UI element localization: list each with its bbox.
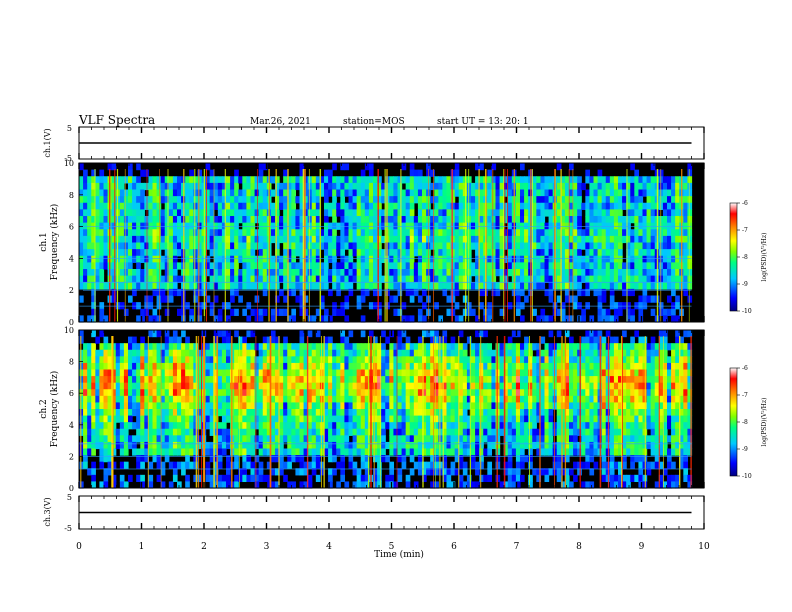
- ch2-spectrogram-image: [79, 330, 704, 489]
- x-tick-label: 6: [451, 542, 457, 552]
- colorbar-tick-label: -10: [742, 473, 752, 480]
- ch1-spectrogram-ylabel: Frequency (kHz): [49, 204, 60, 281]
- spectrogram-ytick-label: 6: [69, 223, 74, 232]
- colorbar-tick-label: -7: [742, 227, 748, 234]
- x-tick-label: 0: [76, 542, 82, 552]
- ch2-spectrogram-ylabel: Frequency (kHz): [49, 371, 60, 448]
- spectrogram-ytick-label: 4: [69, 421, 74, 430]
- spectrogram-ytick-label: 2: [69, 286, 74, 295]
- spectrogram-ytick-label: 2: [69, 452, 74, 461]
- spectrogram-ytick-label: 0: [69, 318, 74, 327]
- ch1-spectrogram-image: [79, 163, 704, 323]
- x-tick-label: 1: [139, 542, 145, 552]
- ch1-ytick-top: 5: [67, 124, 72, 133]
- ch1-colorbar-gradient: [729, 202, 738, 312]
- ch2-colorbar-label: log(PSD)(V²/Hz): [761, 398, 768, 447]
- x-tick-label: 5: [389, 542, 395, 552]
- ch2-spectrogram-channel-label: ch.2: [39, 399, 49, 418]
- colorbar-tick-label: -9: [742, 281, 748, 288]
- x-tick-label: 2: [201, 542, 207, 552]
- ch3-ytick-top: 5: [67, 493, 72, 502]
- ch2-colorbar-gradient: [729, 367, 738, 477]
- spectrogram-ytick-label: 6: [69, 389, 74, 398]
- x-tick-label: 3: [264, 542, 270, 552]
- x-tick-label: 9: [639, 542, 645, 552]
- ch1-colorbar: -6 -7 -8 -9 -10 log(PSD)(V²/Hz): [729, 200, 768, 315]
- date-label: Mar.26, 2021: [250, 117, 311, 127]
- ch1-spectrogram-channel-label: ch.1: [39, 232, 49, 251]
- figure-title: VLF Spectra: [78, 113, 155, 127]
- spectrogram-ytick-label: 0: [69, 484, 74, 493]
- ch1-colorbar-label: log(PSD)(V²/Hz): [761, 233, 768, 282]
- ch3-ylabel: ch.3(V): [43, 497, 52, 526]
- colorbar-tick-label: -6: [742, 365, 748, 372]
- colorbar-tick-label: -9: [742, 446, 748, 453]
- ch1-ylabel: ch.1(V): [43, 128, 52, 157]
- colorbar-tick-label: -8: [742, 419, 748, 426]
- x-tick-label: 8: [576, 542, 582, 552]
- ch1-spectrogram-panel: 0 2 4 6 8 10 ch.1 Frequency (kHz): [39, 159, 705, 327]
- ch1-ytick-bottom: -5: [64, 154, 72, 163]
- ch2-colorbar: -6 -7 -8 -9 -10 log(PSD)(V²/Hz): [729, 365, 768, 480]
- spectrogram-ytick-label: 8: [69, 358, 74, 367]
- colorbar-tick-label: -6: [742, 200, 748, 207]
- colorbar-tick-label: -8: [742, 254, 748, 261]
- spectrogram-ytick-label: 10: [64, 159, 74, 168]
- x-tick-label: 10: [698, 542, 710, 552]
- spectrogram-ytick-label: 10: [64, 326, 74, 335]
- station-label: station=MOS: [343, 117, 405, 127]
- ch2-spectrogram-panel: 0 2 4 6 8 10 ch.2 Frequency (kHz): [39, 326, 705, 493]
- spectrogram-ytick-label: 8: [69, 191, 74, 200]
- x-tick-label: 7: [514, 542, 520, 552]
- x-axis-label: Time (min): [374, 549, 424, 560]
- spectrogram-ytick-label: 4: [69, 254, 74, 263]
- colorbar-tick-label: -10: [742, 308, 752, 315]
- time-ticks: 0 1 2 3 4 5 6 7 8 9 10: [76, 127, 710, 552]
- colorbar-tick-label: -7: [742, 392, 748, 399]
- start-time-label: start UT = 13: 20: 1: [437, 117, 529, 127]
- x-tick-label: 4: [326, 542, 332, 552]
- ch3-ytick-bottom: -5: [64, 524, 72, 533]
